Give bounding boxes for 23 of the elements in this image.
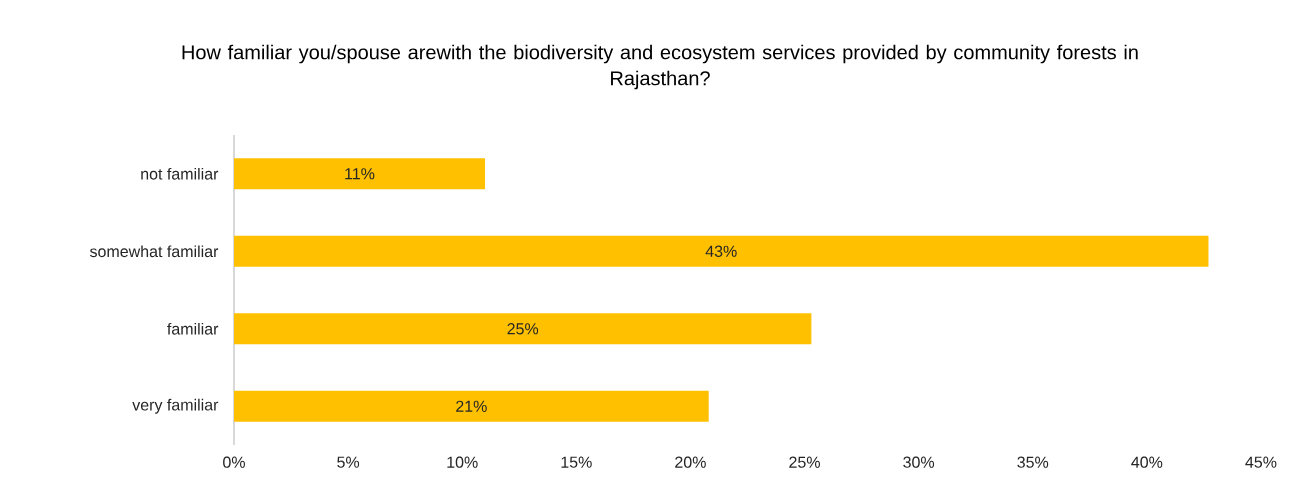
bar	[234, 313, 812, 345]
bar	[234, 235, 1209, 267]
bar	[234, 390, 709, 422]
x-tick-label: 10%	[447, 456, 478, 468]
x-tick-label: 30%	[903, 456, 935, 468]
x-tick-label: 15%	[561, 456, 592, 468]
data-label: 21%	[456, 400, 487, 412]
x-tick-label: 40%	[1131, 456, 1163, 468]
y-tick-label: familiar	[167, 322, 219, 335]
x-tick-label: 25%	[789, 456, 820, 468]
bar	[234, 158, 486, 190]
data-label: 25%	[507, 323, 539, 335]
x-tick-label: 0%	[223, 456, 245, 468]
data-label: 43%	[705, 245, 737, 257]
x-tick-label: 20%	[675, 456, 706, 468]
x-tick-label: 5%	[337, 456, 360, 468]
y-tick-label: very familiar	[132, 398, 219, 414]
y-tick-label: not familiar	[141, 167, 219, 180]
data-label: 11%	[345, 168, 375, 180]
x-tick-label: 35%	[1017, 456, 1049, 468]
x-tick-label: 45%	[1245, 456, 1277, 468]
y-tick-label: somewhat familiar	[89, 245, 219, 258]
chart-title: How familiar you/spouse arewith the biodiversity and ecosystem services provided by community forests in Rajasthan?	[182, 44, 1138, 90]
